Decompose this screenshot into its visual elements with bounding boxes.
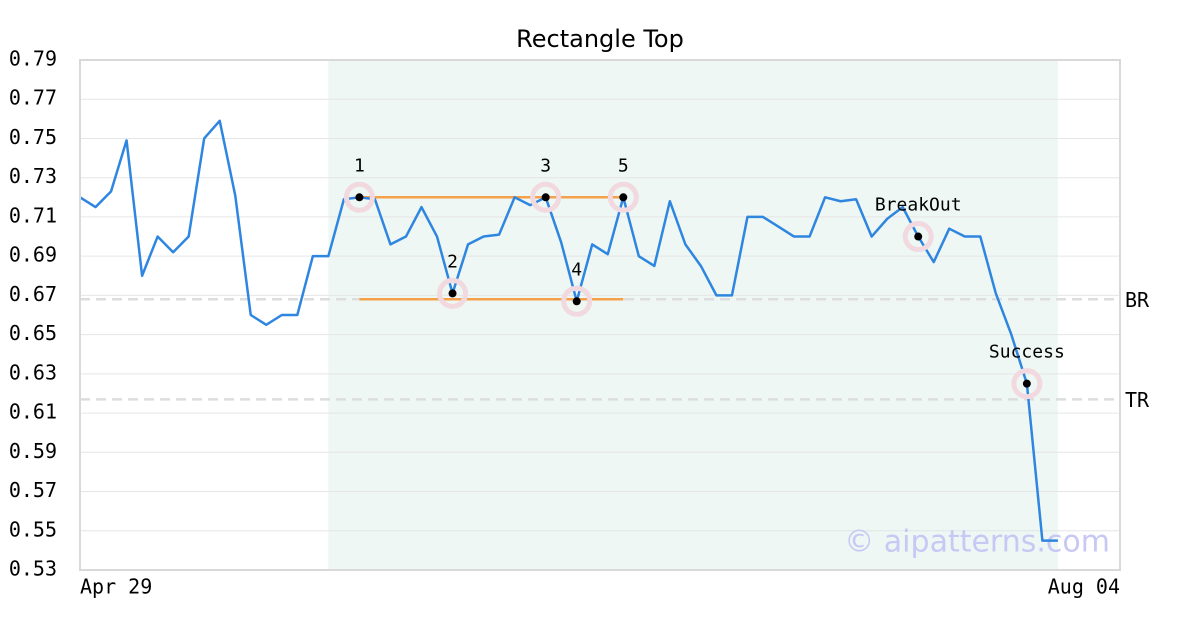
pattern-region bbox=[328, 60, 1058, 570]
y-tick-label: 0.55 bbox=[9, 517, 57, 541]
y-tick-label: 0.71 bbox=[9, 203, 57, 227]
annotation-label: BreakOut bbox=[875, 195, 962, 216]
annotation-halo bbox=[1011, 368, 1043, 400]
level-label: TR bbox=[1125, 388, 1150, 412]
y-tick-label: 0.61 bbox=[9, 400, 57, 424]
y-tick-label: 0.73 bbox=[9, 164, 57, 188]
plot-frame bbox=[79, 59, 1121, 571]
annotation-point bbox=[355, 193, 364, 202]
annotation-halo bbox=[343, 181, 375, 213]
annotation-point bbox=[572, 297, 581, 306]
annotation-point bbox=[914, 232, 923, 241]
annotation-label: 5 bbox=[618, 155, 629, 176]
annotation-point bbox=[619, 193, 628, 202]
y-tick-label: 0.53 bbox=[9, 557, 57, 581]
annotation-label: 4 bbox=[571, 259, 582, 280]
annotation-label: 1 bbox=[354, 155, 365, 176]
x-tick-label: Apr 29 bbox=[80, 575, 152, 599]
level-label: BR bbox=[1125, 288, 1150, 312]
annotation-label: Success bbox=[989, 342, 1065, 363]
annotation-halo bbox=[902, 221, 934, 253]
y-tick-label: 0.63 bbox=[9, 360, 57, 384]
watermark: © aipatterns.com bbox=[844, 525, 1110, 560]
annotation-halo bbox=[607, 181, 639, 213]
annotation-halo bbox=[437, 277, 469, 309]
y-tick-label: 0.77 bbox=[9, 86, 57, 110]
annotation-point bbox=[1022, 379, 1031, 388]
x-tick-label: Aug 04 bbox=[1048, 575, 1120, 599]
annotation-point bbox=[541, 193, 550, 202]
annotation-label: 3 bbox=[540, 155, 551, 176]
y-tick-label: 0.65 bbox=[9, 321, 57, 345]
y-tick-label: 0.69 bbox=[9, 243, 57, 267]
y-tick-label: 0.79 bbox=[9, 47, 57, 71]
y-tick-label: 0.59 bbox=[9, 439, 57, 463]
annotation-halo bbox=[561, 285, 593, 317]
y-tick-label: 0.57 bbox=[9, 478, 57, 502]
y-tick-label: 0.67 bbox=[9, 282, 57, 306]
price-line bbox=[79, 119, 1058, 542]
annotation-label: 2 bbox=[447, 251, 458, 272]
y-tick-label: 0.75 bbox=[9, 125, 57, 149]
annotation-point bbox=[448, 289, 457, 298]
chart-title: Rectangle Top bbox=[516, 25, 684, 53]
annotation-halo bbox=[530, 181, 562, 213]
